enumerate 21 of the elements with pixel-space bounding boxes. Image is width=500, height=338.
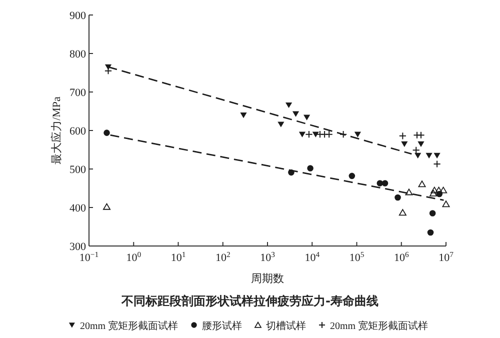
x-tick-label: 10$^{4}$ <box>304 250 320 264</box>
x-tick-label: 10$^{2}$ <box>215 250 230 264</box>
x-tick-label: 10$^{6}$ <box>394 250 409 264</box>
x-tick-label: 10$^{1}$ <box>170 250 186 264</box>
x-axis-title: 周期数 <box>251 273 284 285</box>
x-tick-label: 10$^{7}$ <box>438 250 454 264</box>
y-axis-title: 最大应力/MPa <box>50 96 63 164</box>
y-tick-label: 500 <box>70 164 86 176</box>
legend-label: 20mm 宽矩形截面试样 <box>80 320 178 332</box>
y-tick-label: 700 <box>70 87 86 99</box>
y-tick-label: 400 <box>70 202 86 214</box>
y-tick-label: 600 <box>70 126 86 138</box>
text: 不同标距段剖面形状试样拉伸疲劳应力-寿命曲线 <box>120 294 378 308</box>
y-tick-label: 900 <box>70 10 86 22</box>
legend-label: 切槽试样 <box>266 320 306 332</box>
x-tick-label: 10$^{3}$ <box>260 250 276 264</box>
legend-label: 20mm 宽矩形截面试样 <box>330 320 428 332</box>
x-tick-label: 10$^{0}$ <box>126 250 142 264</box>
x-tick-label: 10$^{5}$ <box>349 250 364 264</box>
y-tick-label: 800 <box>70 48 86 60</box>
legend-label: 腰形试样 <box>202 320 242 332</box>
